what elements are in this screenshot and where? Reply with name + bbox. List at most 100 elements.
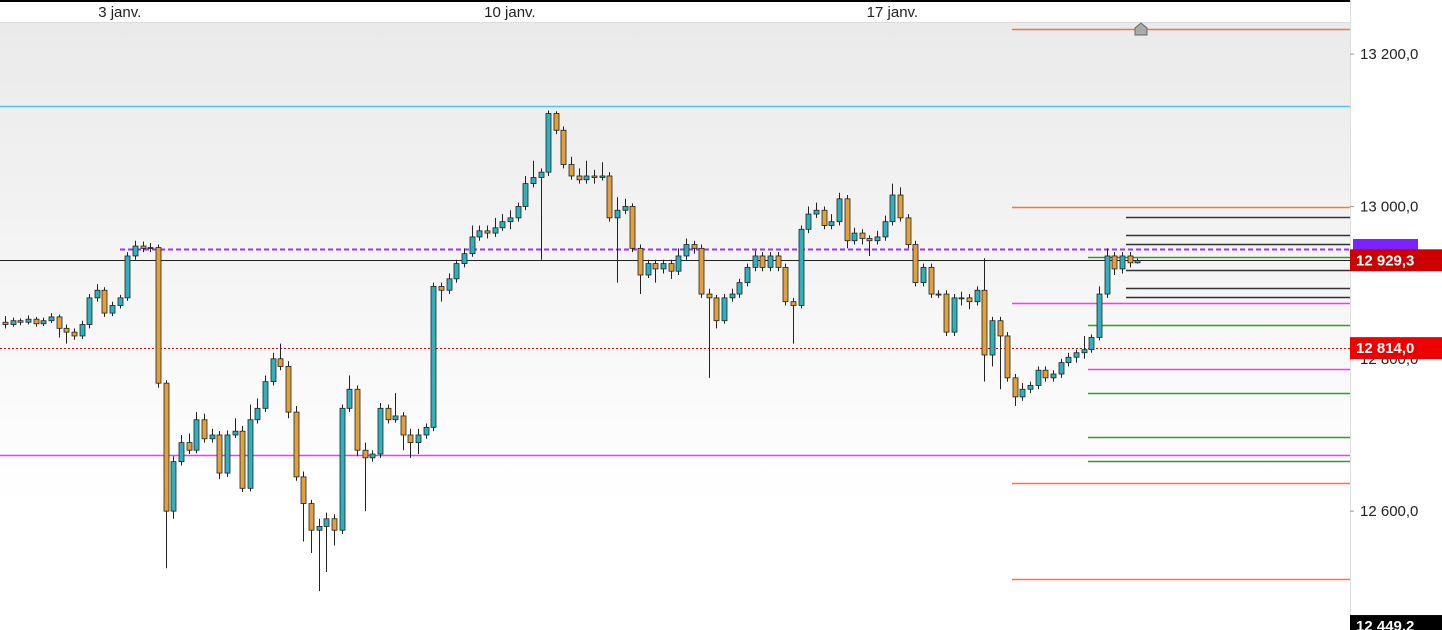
candle-body bbox=[71, 331, 78, 337]
candle-body bbox=[33, 318, 40, 325]
candle-body bbox=[1127, 255, 1134, 264]
candle-body bbox=[1027, 385, 1034, 390]
candle-body bbox=[385, 407, 392, 421]
candle-body bbox=[897, 194, 904, 219]
candle-body bbox=[752, 255, 759, 268]
candle-body bbox=[323, 518, 330, 527]
candle-body bbox=[415, 434, 422, 443]
candle-body bbox=[132, 245, 139, 257]
candle-body bbox=[354, 388, 361, 451]
candle-body bbox=[109, 305, 116, 314]
candle-body bbox=[285, 366, 292, 413]
candle-body bbox=[178, 442, 185, 463]
candle-body bbox=[186, 442, 193, 451]
candle-body bbox=[423, 426, 430, 436]
candle-body bbox=[943, 293, 950, 333]
candle-body bbox=[836, 198, 843, 223]
candle-body bbox=[124, 255, 131, 299]
candle-body bbox=[713, 297, 720, 322]
candle-body bbox=[759, 255, 766, 268]
candle-body bbox=[453, 263, 460, 280]
candle-body bbox=[866, 238, 873, 242]
candle-body bbox=[339, 407, 346, 531]
candle-body bbox=[905, 217, 912, 245]
x-tick-label: 17 janv. bbox=[867, 4, 918, 21]
candle-body bbox=[392, 415, 399, 421]
scroll-marker bbox=[1134, 22, 1148, 36]
candle-body bbox=[951, 297, 958, 333]
candle-body bbox=[224, 434, 231, 474]
candle-body bbox=[568, 164, 575, 177]
candle-body bbox=[645, 263, 652, 276]
candle-body bbox=[101, 289, 108, 314]
candle-body bbox=[308, 503, 315, 531]
candle-body bbox=[614, 209, 621, 219]
candle-body bbox=[698, 247, 705, 295]
candle-body bbox=[1111, 255, 1118, 270]
candle-body bbox=[331, 518, 338, 531]
candle-body bbox=[859, 232, 866, 239]
candle-body bbox=[1073, 352, 1080, 358]
axis-layer: 13 200,013 000,012 800,012 600,012 929,3… bbox=[1350, 46, 1442, 630]
candle-body bbox=[767, 255, 774, 268]
candle-body bbox=[407, 434, 414, 443]
candle-body bbox=[262, 381, 269, 409]
candle-body bbox=[706, 293, 713, 299]
y-tick-label: 13 000,0 bbox=[1360, 198, 1418, 215]
candle-body bbox=[1088, 337, 1095, 351]
price-label: 12 929,3 bbox=[1356, 252, 1414, 269]
candle-body bbox=[683, 244, 690, 257]
candle-body bbox=[958, 297, 965, 300]
candle-body bbox=[1096, 293, 1103, 338]
candle-body bbox=[844, 198, 851, 242]
candle-body bbox=[40, 320, 47, 325]
candle-body bbox=[530, 177, 537, 184]
candle-body bbox=[10, 320, 17, 325]
candle-body bbox=[599, 175, 606, 178]
candle-body bbox=[362, 449, 369, 459]
candle-body bbox=[545, 113, 552, 173]
candle-body bbox=[591, 175, 598, 178]
candle-body bbox=[606, 175, 613, 219]
candle-body bbox=[583, 175, 590, 181]
y-tick-label: 13 200,0 bbox=[1360, 46, 1418, 63]
candle-body bbox=[2, 321, 9, 325]
candle-body bbox=[86, 297, 93, 325]
candle-body bbox=[515, 206, 522, 219]
candle-body bbox=[1119, 255, 1126, 270]
candle-body bbox=[239, 430, 246, 489]
candle-body bbox=[247, 419, 254, 489]
candle-body bbox=[560, 129, 567, 165]
candle-body bbox=[629, 206, 636, 249]
candle-body bbox=[63, 327, 70, 333]
plot bbox=[0, 28, 1350, 592]
candle-body bbox=[117, 297, 124, 306]
price-label-box bbox=[1350, 615, 1442, 630]
candle-body bbox=[446, 278, 453, 291]
candle-body bbox=[499, 221, 506, 229]
candle-body bbox=[928, 266, 935, 295]
candle-body bbox=[1134, 260, 1141, 264]
candle-body bbox=[94, 289, 101, 299]
candle-body bbox=[293, 411, 300, 478]
candle-body bbox=[1058, 362, 1065, 375]
candle-body bbox=[813, 209, 820, 215]
candle-body bbox=[270, 358, 277, 383]
candle-body bbox=[476, 230, 483, 238]
candle-body bbox=[889, 194, 896, 223]
candle-body bbox=[155, 247, 162, 384]
candle-body bbox=[56, 316, 63, 329]
candle-body bbox=[805, 213, 812, 230]
candle-body bbox=[691, 244, 698, 249]
candle-body bbox=[469, 236, 476, 255]
candle-body bbox=[316, 525, 323, 531]
y-tick-label: 12 600,0 bbox=[1360, 503, 1418, 520]
candle-body bbox=[147, 247, 154, 249]
candle-body bbox=[798, 228, 805, 306]
candle-body bbox=[79, 324, 86, 337]
candle-body bbox=[369, 453, 376, 459]
candle-body bbox=[232, 430, 239, 436]
x-tick-label: 10 janv. bbox=[484, 4, 535, 21]
candle-body bbox=[874, 236, 881, 242]
